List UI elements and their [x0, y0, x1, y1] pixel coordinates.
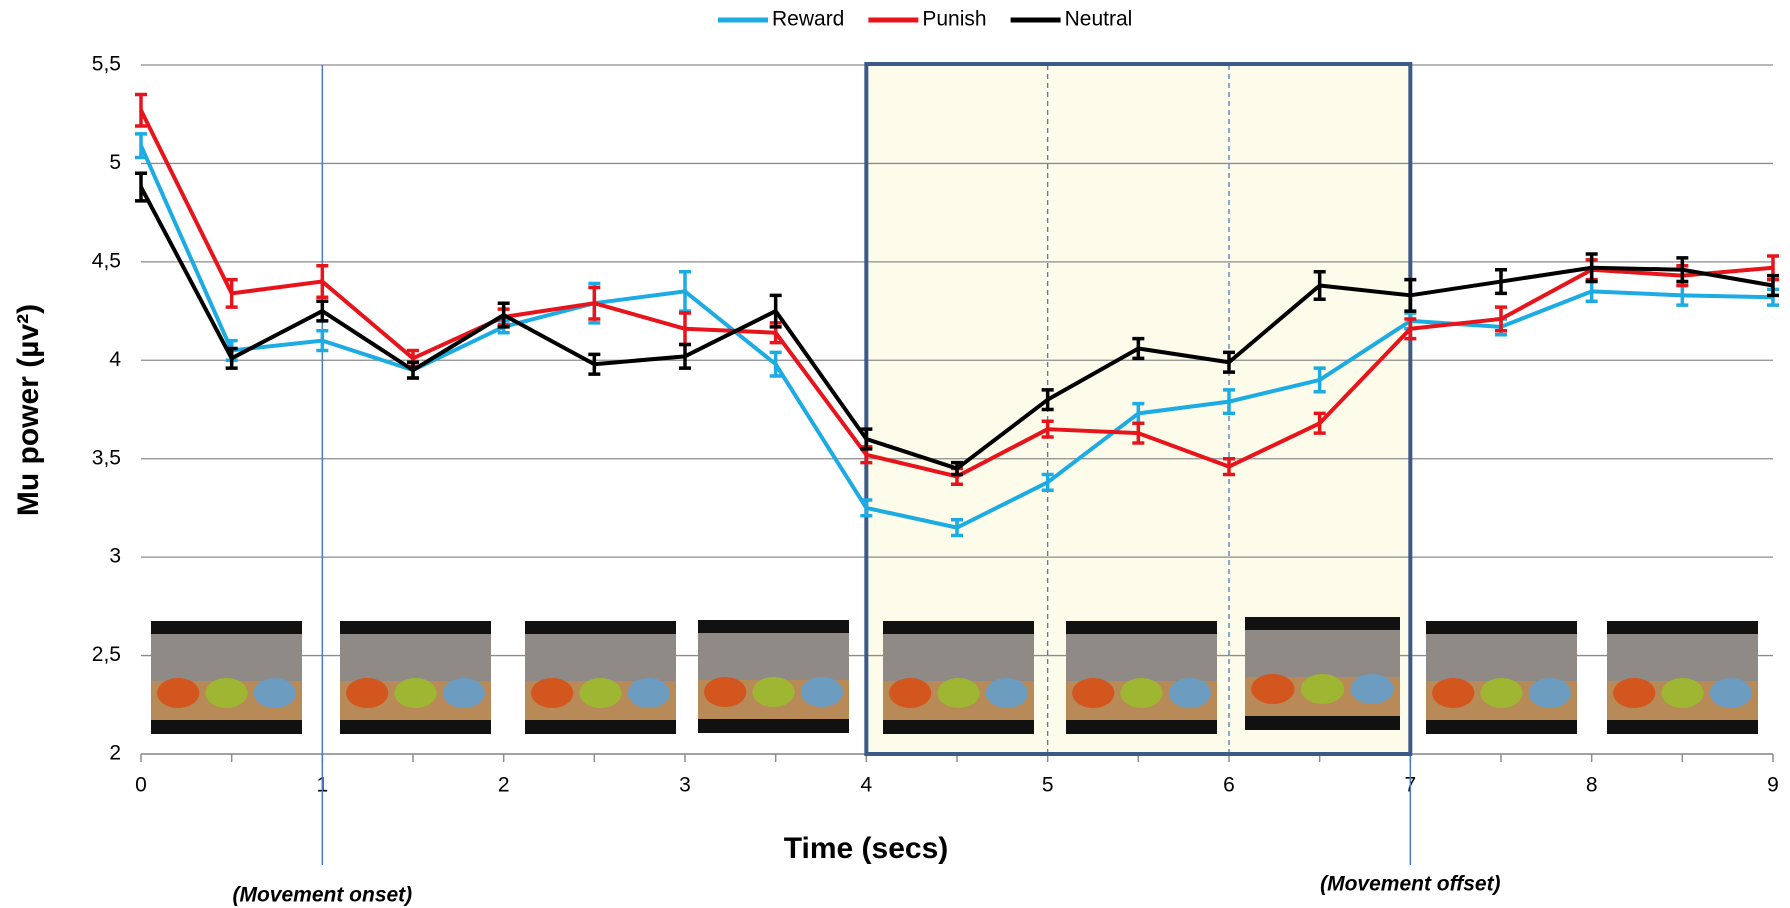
- x-tick-label: 2: [498, 774, 510, 797]
- thumbnail: [1426, 621, 1577, 734]
- annotation: (Movement onset): [232, 884, 412, 907]
- y-axis-title: Mu power (µv²): [12, 304, 45, 516]
- thumbnail-bowl: [752, 677, 794, 707]
- thumbnail: [525, 621, 676, 734]
- legend-label: Neutral: [1065, 8, 1133, 31]
- thumbnail-bowl: [937, 678, 979, 708]
- thumbnail-bowl: [531, 678, 573, 708]
- legend-label: Punish: [922, 8, 986, 31]
- thumbnail-bowl: [1251, 674, 1294, 704]
- x-tick-label: 0: [135, 774, 147, 797]
- y-tick-label: 3,5: [92, 446, 121, 469]
- thumbnail: [883, 621, 1034, 734]
- y-tick-label: 2: [109, 742, 121, 765]
- thumbnail-bowl: [628, 678, 670, 708]
- thumbnail-bowl: [394, 678, 436, 708]
- thumbnail: [340, 621, 491, 734]
- thumbnail-bowl: [1529, 678, 1571, 708]
- x-tick-label: 5: [1042, 774, 1054, 797]
- thumbnail-bowl: [1710, 678, 1752, 708]
- y-tick-label: 2,5: [92, 643, 121, 666]
- thumbnail-bowl: [346, 678, 388, 708]
- thumbnail-bowl: [443, 678, 485, 708]
- y-tick-label: 4: [109, 348, 121, 371]
- thumbnail-bowl: [1301, 674, 1344, 704]
- thumbnail-bowl: [1120, 678, 1162, 708]
- thumbnail-bowl: [704, 677, 746, 707]
- legend-label: Reward: [772, 8, 844, 31]
- y-tick-label: 3: [109, 545, 121, 568]
- x-tick-label: 8: [1586, 774, 1598, 797]
- x-axis-title: Time (secs): [784, 832, 949, 865]
- thumbnail-bowl: [205, 678, 247, 708]
- x-tick-label: 4: [860, 774, 872, 797]
- thumbnail-bowl: [1072, 678, 1114, 708]
- x-tick-label: 3: [679, 774, 691, 797]
- annotation: (Movement offset): [1320, 873, 1500, 896]
- thumbnail-bowl: [1480, 678, 1522, 708]
- x-tick-label: 9: [1767, 774, 1779, 797]
- y-tick-label: 5,5: [92, 53, 121, 76]
- y-tick-label: 4,5: [92, 249, 121, 272]
- thumbnail: [1245, 617, 1400, 730]
- thumbnail-bowl: [157, 678, 199, 708]
- thumbnail-bowl: [254, 678, 296, 708]
- thumbnail: [1066, 621, 1217, 734]
- thumbnail-bowl: [1350, 674, 1393, 704]
- thumbnail-bowl: [579, 678, 621, 708]
- thumbnail-bowl: [1661, 678, 1703, 708]
- thumbnail: [698, 620, 849, 733]
- thumbnail: [151, 621, 302, 734]
- thumbnail-bowl: [801, 677, 843, 707]
- y-tick-label: 5: [109, 151, 121, 174]
- thumbnail: [1607, 621, 1758, 734]
- chart: Time (secs) Mu power (µv²) 2 2,5 3 3,5 4 4,5 5…: [0, 0, 1790, 908]
- thumbnail-bowl: [1432, 678, 1474, 708]
- thumbnail-bowl: [889, 678, 931, 708]
- thumbnail-bowl: [1169, 678, 1211, 708]
- x-tick-label: 6: [1223, 774, 1235, 797]
- thumbnail-bowl: [1613, 678, 1655, 708]
- thumbnail-bowl: [986, 678, 1028, 708]
